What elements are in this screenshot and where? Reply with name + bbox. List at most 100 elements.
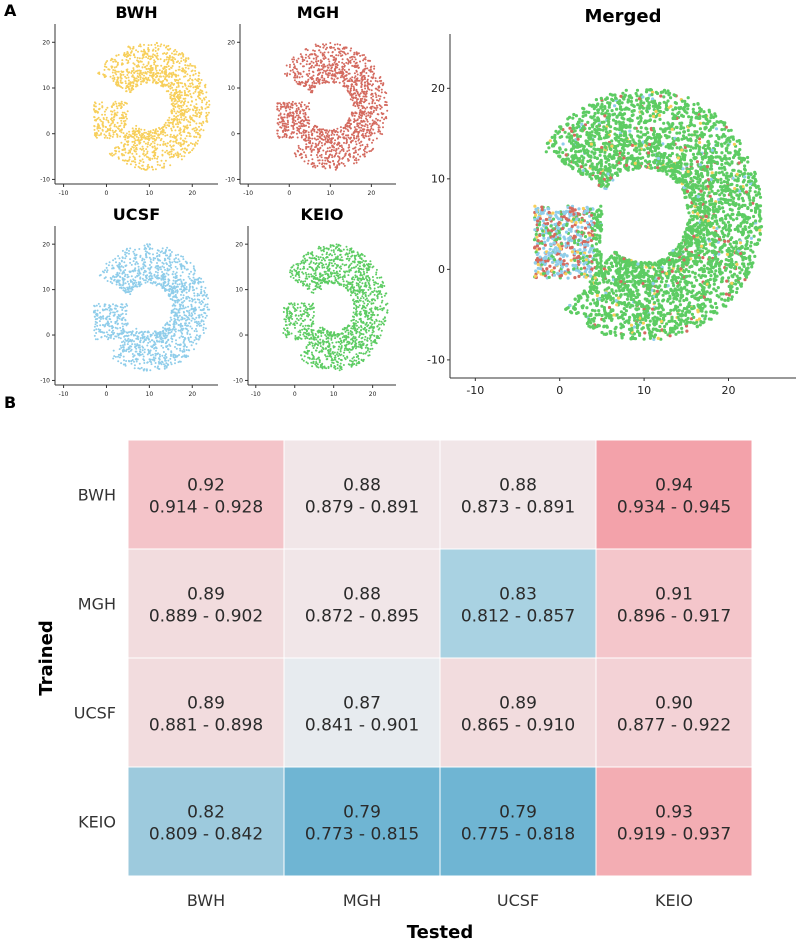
scatter-point bbox=[353, 54, 355, 56]
y-tick-label: 20 bbox=[42, 39, 50, 46]
scatter-point bbox=[298, 145, 300, 147]
scatter-point bbox=[137, 72, 139, 74]
scatter-point bbox=[321, 75, 323, 77]
scatter-point bbox=[323, 45, 325, 47]
scatter-point bbox=[137, 272, 139, 274]
scatter-point bbox=[376, 105, 378, 107]
scatter-point bbox=[277, 122, 279, 124]
scatter-point bbox=[185, 356, 187, 358]
scatter-point bbox=[142, 66, 144, 68]
scatter-point bbox=[303, 116, 305, 118]
scatter-point bbox=[331, 78, 333, 80]
scatter-point bbox=[200, 321, 202, 323]
scatter-point bbox=[303, 313, 305, 315]
scatter-point bbox=[127, 62, 129, 64]
scatter-point bbox=[370, 97, 372, 99]
scatter-point bbox=[154, 257, 156, 259]
scatter-point bbox=[162, 86, 164, 88]
scatter-point bbox=[375, 77, 377, 79]
scatter-point bbox=[295, 153, 297, 155]
scatter-point bbox=[143, 168, 145, 170]
scatter-point bbox=[354, 115, 356, 117]
scatter-point bbox=[312, 129, 314, 131]
scatter-point bbox=[324, 157, 326, 159]
scatter-point bbox=[347, 85, 349, 87]
scatter-point bbox=[145, 276, 147, 278]
scatter-point bbox=[354, 56, 356, 58]
scatter-point bbox=[133, 149, 135, 151]
scatter-point bbox=[123, 323, 125, 325]
scatter-point bbox=[104, 74, 106, 76]
scatter-point bbox=[122, 278, 124, 280]
scatter-point bbox=[112, 275, 114, 277]
scatter-point bbox=[122, 257, 124, 259]
scatter-point bbox=[347, 274, 349, 276]
scatter-point bbox=[327, 76, 329, 78]
scatter-point bbox=[135, 332, 137, 334]
scatter-point bbox=[203, 312, 205, 314]
scatter-point bbox=[94, 111, 96, 113]
scatter-point bbox=[352, 104, 354, 106]
scatter-point bbox=[166, 134, 168, 136]
scatter-point bbox=[126, 332, 128, 334]
scatter-point bbox=[152, 129, 154, 131]
scatter-point bbox=[143, 79, 145, 81]
scatter-point bbox=[180, 275, 182, 277]
scatter-point bbox=[158, 250, 160, 252]
scatter-point bbox=[167, 142, 169, 144]
scatter-point bbox=[128, 351, 130, 353]
scatter-point bbox=[111, 282, 113, 284]
scatter-point bbox=[321, 77, 323, 79]
scatter-point bbox=[355, 58, 357, 60]
scatter-point bbox=[137, 75, 139, 77]
scatter-point bbox=[134, 157, 136, 159]
scatter-point bbox=[164, 59, 166, 61]
scatter-point bbox=[328, 63, 330, 65]
scatter-point bbox=[364, 100, 366, 102]
scatter-point bbox=[155, 355, 157, 357]
scatter-point bbox=[375, 118, 377, 120]
scatter-point bbox=[186, 141, 188, 143]
scatter-point bbox=[124, 344, 126, 346]
scatter-point bbox=[128, 360, 130, 362]
scatter-point bbox=[103, 271, 105, 273]
scatter-point bbox=[149, 264, 151, 266]
scatter-point bbox=[130, 72, 132, 74]
scatter-point bbox=[367, 146, 369, 148]
scatter-point bbox=[192, 70, 194, 72]
scatter-point bbox=[118, 71, 120, 73]
scatter-point bbox=[358, 352, 360, 354]
scatter-point bbox=[125, 303, 127, 305]
scatter-point bbox=[179, 350, 181, 352]
scatter-point bbox=[96, 313, 98, 315]
scatter-point bbox=[373, 284, 375, 286]
scatter-point bbox=[164, 278, 166, 280]
scatter-point bbox=[103, 134, 105, 136]
scatter-point bbox=[96, 325, 98, 327]
scatter-point bbox=[170, 140, 172, 142]
scatter-point bbox=[329, 165, 331, 167]
x-tick-label: -10 bbox=[243, 190, 253, 197]
scatter-point bbox=[370, 66, 372, 68]
scatter-point bbox=[156, 353, 158, 355]
scatter-point bbox=[330, 55, 332, 57]
scatter-point bbox=[172, 89, 174, 91]
scatter-point bbox=[131, 70, 133, 72]
scatter-point bbox=[354, 147, 356, 149]
scatter-point bbox=[163, 167, 165, 169]
scatter-point bbox=[362, 144, 364, 146]
scatter-point bbox=[331, 254, 333, 256]
scatter-point bbox=[298, 114, 300, 116]
scatter-point bbox=[194, 143, 196, 145]
scatter-point bbox=[112, 78, 114, 80]
scatter-point bbox=[195, 136, 197, 138]
scatter-point bbox=[120, 337, 122, 339]
scatter-point bbox=[176, 313, 178, 315]
scatter-point bbox=[342, 73, 344, 75]
scatter-point bbox=[191, 96, 193, 98]
scatter-point bbox=[119, 117, 121, 119]
scatter-point bbox=[293, 118, 295, 120]
scatter-point bbox=[186, 119, 188, 121]
scatter-point bbox=[96, 111, 98, 113]
